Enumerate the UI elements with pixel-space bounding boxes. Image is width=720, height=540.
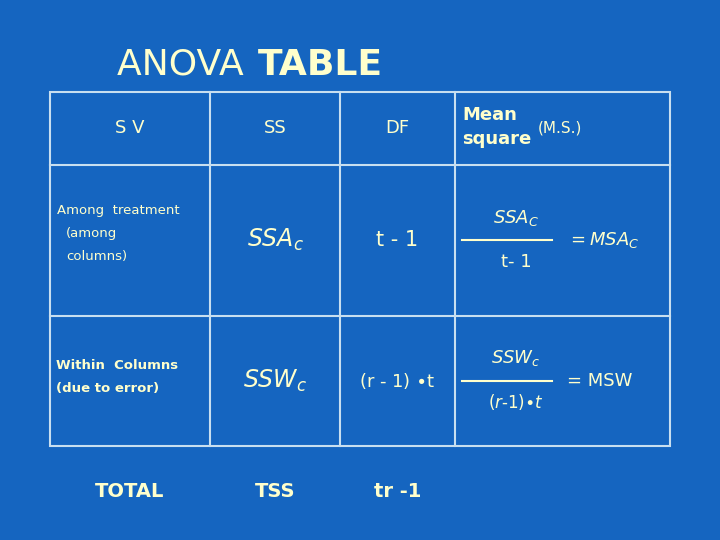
Text: $SSW_c$: $SSW_c$ bbox=[243, 368, 307, 394]
Text: ANOVA: ANOVA bbox=[117, 48, 256, 82]
Text: DF: DF bbox=[385, 119, 410, 137]
Text: square: square bbox=[462, 130, 531, 148]
Text: Among  treatment: Among treatment bbox=[57, 204, 180, 217]
Text: Mean: Mean bbox=[462, 106, 517, 124]
Text: (among: (among bbox=[66, 227, 117, 240]
Text: = MSW: = MSW bbox=[567, 372, 632, 390]
Text: TABLE: TABLE bbox=[258, 48, 383, 82]
Text: $SSA_c$: $SSA_c$ bbox=[246, 227, 304, 253]
Text: TSS: TSS bbox=[255, 482, 295, 501]
Text: (M.S.): (M.S.) bbox=[538, 121, 582, 136]
Bar bbox=[50, 92, 670, 445]
Text: (due to error): (due to error) bbox=[55, 382, 159, 395]
Text: t- 1: t- 1 bbox=[501, 253, 531, 271]
Text: Within  Columns: Within Columns bbox=[55, 359, 178, 372]
Text: $SSW_c$: $SSW_c$ bbox=[492, 348, 541, 368]
Text: $SSA_C$: $SSA_C$ bbox=[493, 207, 539, 228]
Text: TOTAL: TOTAL bbox=[95, 482, 165, 501]
Text: S V: S V bbox=[115, 119, 145, 137]
Text: (r - 1) $\bullet$t: (r - 1) $\bullet$t bbox=[359, 370, 436, 391]
Text: SS: SS bbox=[264, 119, 287, 137]
Text: $(r\text{-}1){\bullet}t$: $(r\text{-}1){\bullet}t$ bbox=[488, 392, 544, 413]
Text: $= MSA_C$: $= MSA_C$ bbox=[567, 230, 639, 251]
Text: t - 1: t - 1 bbox=[377, 230, 418, 251]
Text: columns): columns) bbox=[66, 250, 127, 263]
Text: tr -1: tr -1 bbox=[374, 482, 421, 501]
